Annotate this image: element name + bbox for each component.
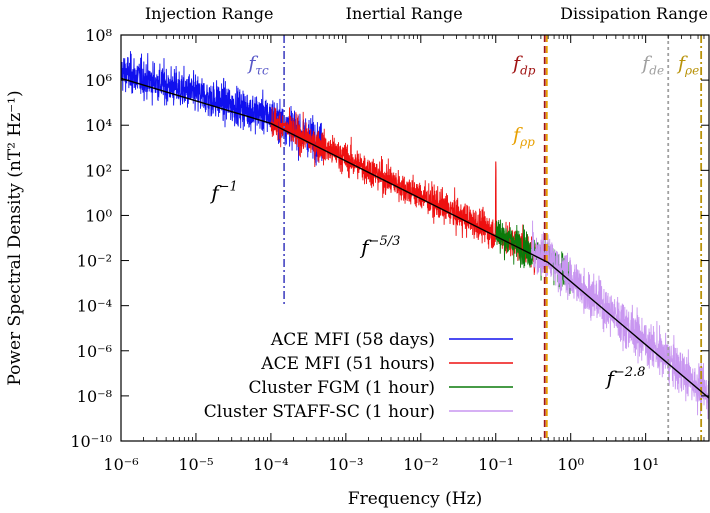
x-tick-label: 10⁻³	[328, 455, 363, 474]
y-tick-label: 10⁴	[85, 116, 112, 135]
x-axis-label: Frequency (Hz)	[348, 489, 482, 509]
series-line	[531, 220, 709, 420]
marker-layer	[283, 35, 703, 441]
x-tick-label: 10⁰	[557, 455, 584, 474]
x-tick-label: 10⁻⁵	[178, 455, 213, 474]
fit-label-fit3: f−2.8	[604, 365, 645, 390]
legend-label: Cluster STAFF-SC (1 hour)	[204, 402, 435, 422]
marker-label-de: fde	[640, 52, 664, 77]
x-tick-label: 10⁻⁶	[103, 455, 138, 474]
x-tick-label: 10¹	[632, 455, 659, 474]
range-label: Inertial Range	[346, 4, 463, 23]
y-tick-label: 10⁻¹⁰	[70, 432, 112, 451]
range-label: Injection Range	[145, 4, 274, 23]
plot-frame	[120, 34, 710, 442]
fit-label-fit1: f−1	[209, 180, 238, 205]
legend-label: ACE MFI (58 days)	[270, 330, 435, 350]
fit-layer	[121, 77, 709, 399]
y-tick-label: 10⁻⁶	[77, 342, 112, 361]
series-line	[270, 107, 549, 278]
ticks-layer	[120, 34, 710, 442]
marker-labels: fτc fdp fρp fde fρe	[246, 52, 699, 149]
y-tick-label: 10⁻²	[77, 252, 112, 271]
marker-label-tau: fτc	[246, 52, 269, 77]
fit-label-fit2: f−5/3	[359, 234, 400, 259]
y-tick-label: 10⁻⁸	[77, 387, 112, 406]
x-tick-label: 10⁻⁴	[253, 455, 288, 474]
y-tick-label: 10⁰	[85, 206, 112, 225]
y-axis-label: Power Spectral Density (nT² Hz⁻¹)	[5, 90, 25, 385]
legend-label: ACE MFI (51 hours)	[260, 354, 435, 374]
x-tick-label: 10⁻¹	[478, 455, 513, 474]
marker-label-dp: fdp	[511, 52, 536, 77]
y-tick-label: 10²	[85, 161, 112, 180]
y-tick-label: 10⁶	[85, 71, 112, 90]
marker-label-rhoe: fρe	[676, 52, 699, 77]
range-labels: Injection Range Inertial Range Dissipation…	[145, 4, 708, 23]
y-tick-label: 10⁸	[85, 26, 112, 45]
marker-label-rhop: fρp	[511, 124, 535, 149]
legend: ACE MFI (58 days) ACE MFI (51 hours) Clust…	[204, 330, 513, 422]
y-tick-label: 10⁻⁴	[77, 297, 112, 316]
x-tick-label: 10⁻²	[403, 455, 438, 474]
range-label: Dissipation Range	[560, 4, 708, 23]
tick-labels: 10⁻⁶ 10⁻⁵ 10⁻⁴ 10⁻³ 10⁻² 10⁻¹ 10⁰ 10¹ 10⁸ 10⁶ 10⁴ 1…	[70, 26, 659, 474]
series-layer	[121, 51, 709, 420]
legend-label: Cluster FGM (1 hour)	[249, 378, 435, 398]
fit-line	[121, 77, 709, 399]
